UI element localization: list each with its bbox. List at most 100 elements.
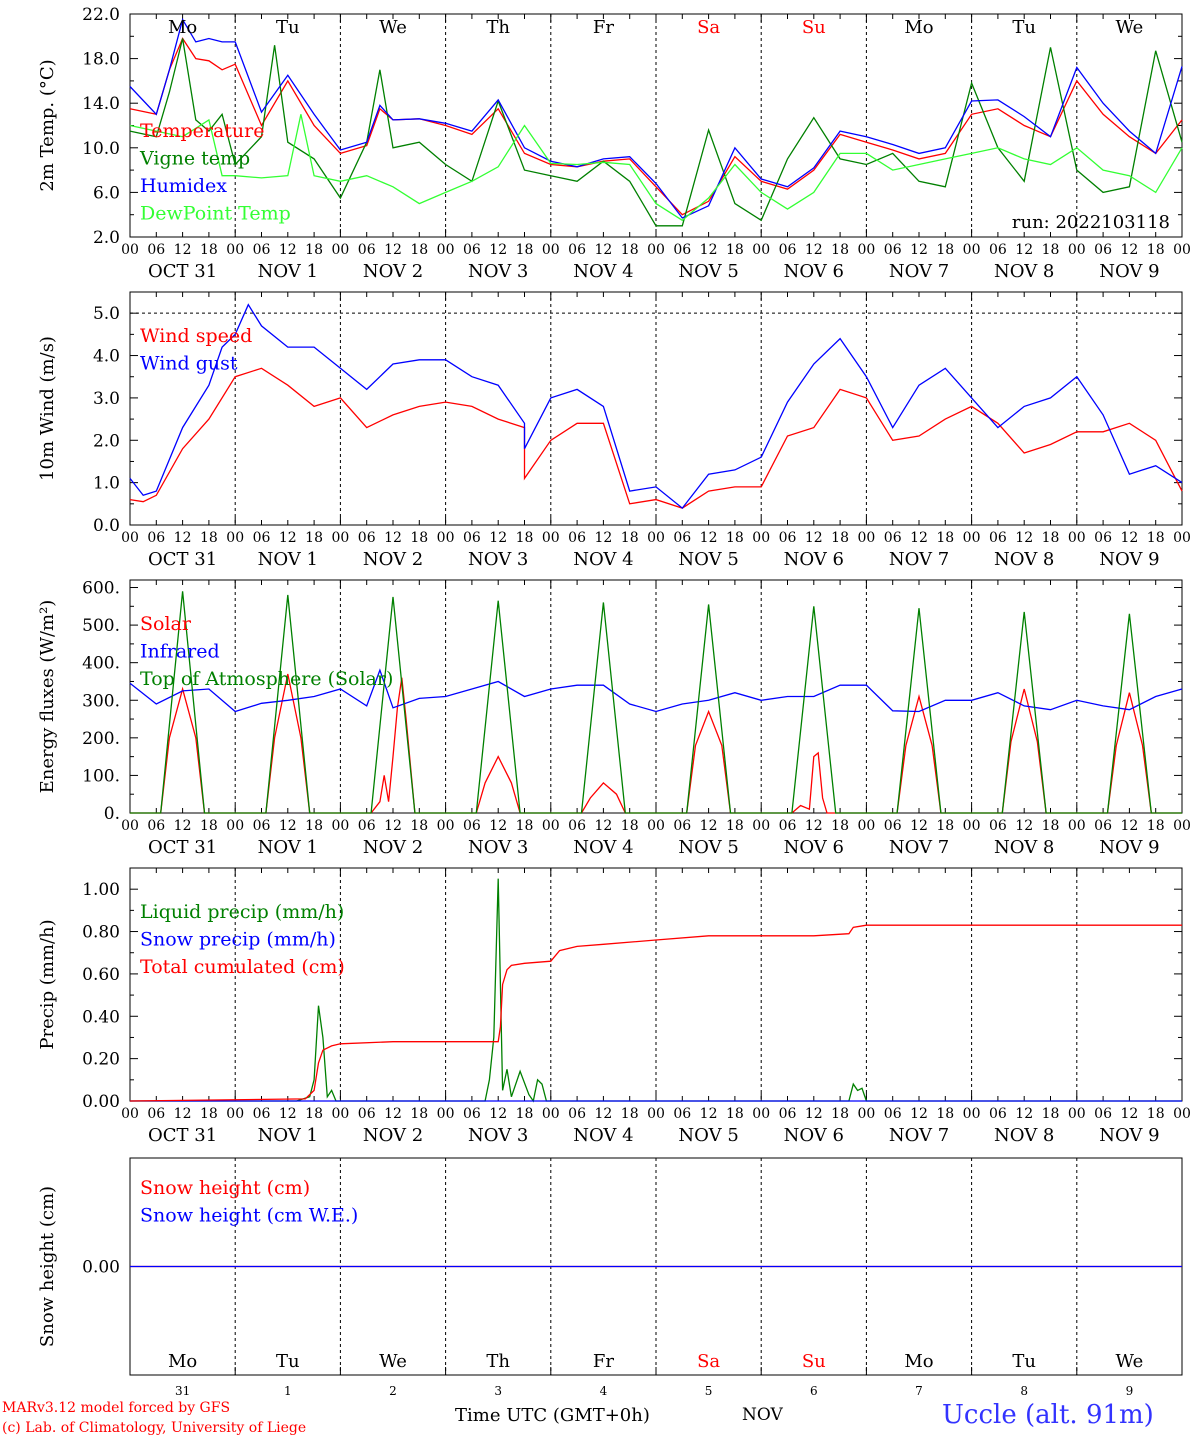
hour-tick-label: 12 xyxy=(700,530,718,546)
hour-tick-label: 00 xyxy=(226,818,244,834)
hour-tick-label: 12 xyxy=(805,818,823,834)
hour-tick-label: 18 xyxy=(621,818,639,834)
day-number-label: 8 xyxy=(1020,1384,1028,1398)
legend-entry: Wind speed xyxy=(140,325,252,347)
hour-tick-label: 06 xyxy=(568,1106,586,1122)
hour-tick-label: 06 xyxy=(673,1106,691,1122)
y-tick-label: 14.0 xyxy=(82,94,120,114)
date-label: NOV 6 xyxy=(784,837,844,858)
hour-tick-label: 00 xyxy=(1173,242,1191,258)
hour-tick-label: 00 xyxy=(331,1106,349,1122)
hour-tick-label: 18 xyxy=(1042,818,1060,834)
hour-tick-label: 18 xyxy=(1042,1106,1060,1122)
hour-tick-label: 00 xyxy=(1068,1106,1086,1122)
hour-tick-label: 12 xyxy=(805,1106,823,1122)
hour-tick-label: 00 xyxy=(647,242,665,258)
hour-tick-label: 12 xyxy=(384,1106,402,1122)
legend-entry: Solar xyxy=(140,613,192,635)
hour-tick-label: 06 xyxy=(463,530,481,546)
hour-tick-label: 06 xyxy=(147,530,165,546)
hour-tick-label: 18 xyxy=(936,242,954,258)
hour-tick-label: 06 xyxy=(463,242,481,258)
date-label: NOV 3 xyxy=(468,549,528,570)
hour-tick-label: 18 xyxy=(831,530,849,546)
date-label: NOV 5 xyxy=(678,261,738,282)
hour-tick-label: 12 xyxy=(489,818,507,834)
hour-tick-label: 12 xyxy=(1015,530,1033,546)
weekday-label: Fr xyxy=(593,17,614,38)
date-label: NOV 4 xyxy=(573,837,633,858)
hour-tick-label: 06 xyxy=(673,818,691,834)
hour-tick-label: 06 xyxy=(358,242,376,258)
y-axis-title: Snow height (cm) xyxy=(37,1186,58,1347)
hour-tick-label: 18 xyxy=(1147,242,1165,258)
date-label: NOV 2 xyxy=(363,1125,423,1146)
date-label: NOV 1 xyxy=(258,549,318,570)
day-number-label: 3 xyxy=(494,1384,502,1398)
hour-tick-label: 12 xyxy=(910,530,928,546)
hour-tick-label: 12 xyxy=(594,1106,612,1122)
date-label: NOV 1 xyxy=(258,261,318,282)
hour-tick-label: 18 xyxy=(516,1106,534,1122)
weekday-label: Tu xyxy=(1012,17,1036,38)
hour-tick-label: 00 xyxy=(331,530,349,546)
hour-tick-label: 18 xyxy=(305,1106,323,1122)
date-label: NOV 6 xyxy=(784,549,844,570)
hour-tick-label: 06 xyxy=(147,1106,165,1122)
weekday-label: Tu xyxy=(276,1351,300,1372)
hour-tick-label: 12 xyxy=(1015,818,1033,834)
hour-tick-label: 12 xyxy=(279,530,297,546)
hour-tick-label: 00 xyxy=(437,1106,455,1122)
hour-tick-label: 18 xyxy=(621,530,639,546)
y-tick-label: 0.00 xyxy=(82,1092,120,1112)
y-axis-title: Energy fluxes (W/m²) xyxy=(37,600,58,794)
hour-tick-label: 12 xyxy=(910,1106,928,1122)
legend-entry: DewPoint Temp xyxy=(140,203,291,225)
hour-tick-label: 06 xyxy=(358,530,376,546)
hour-tick-label: 18 xyxy=(936,530,954,546)
station-name: Uccle (alt. 91m) xyxy=(942,1400,1154,1430)
date-label: NOV 8 xyxy=(994,1125,1054,1146)
date-label: NOV 5 xyxy=(678,1125,738,1146)
hour-tick-label: 18 xyxy=(200,242,218,258)
hour-tick-label: 00 xyxy=(857,1106,875,1122)
hour-tick-label: 06 xyxy=(884,530,902,546)
hour-tick-label: 12 xyxy=(1015,242,1033,258)
hour-tick-label: 06 xyxy=(884,1106,902,1122)
date-label: NOV 5 xyxy=(678,837,738,858)
legend-entry: Snow height (cm) xyxy=(140,1177,310,1199)
hour-tick-label: 12 xyxy=(700,1106,718,1122)
weekday-label: Sa xyxy=(697,1351,720,1372)
hour-tick-label: 00 xyxy=(1173,818,1191,834)
hour-tick-label: 06 xyxy=(989,1106,1007,1122)
hour-tick-label: 18 xyxy=(621,242,639,258)
y-tick-label: 0.20 xyxy=(82,1050,120,1070)
hour-tick-label: 12 xyxy=(489,1106,507,1122)
hour-tick-label: 00 xyxy=(331,818,349,834)
hour-tick-label: 06 xyxy=(253,530,271,546)
hour-tick-label: 06 xyxy=(989,530,1007,546)
hour-tick-label: 12 xyxy=(174,1106,192,1122)
weekday-label: We xyxy=(379,1351,407,1372)
date-label: NOV 6 xyxy=(784,1125,844,1146)
date-label: OCT 31 xyxy=(148,549,217,570)
date-label: NOV 9 xyxy=(1099,261,1159,282)
y-tick-label: 300. xyxy=(82,691,120,711)
date-label: NOV 8 xyxy=(994,837,1054,858)
hour-tick-label: 12 xyxy=(384,530,402,546)
hour-tick-label: 06 xyxy=(568,242,586,258)
y-tick-label: 100. xyxy=(82,766,120,786)
legend-entry: Snow height (cm W.E.) xyxy=(140,1205,358,1227)
hour-tick-label: 00 xyxy=(542,818,560,834)
legend-entry: Snow precip (mm/h) xyxy=(140,929,336,951)
hour-tick-label: 18 xyxy=(621,1106,639,1122)
series-line-wind-gust xyxy=(129,303,1183,510)
y-tick-label: 200. xyxy=(82,729,120,749)
day-number-label: 31 xyxy=(175,1384,190,1398)
date-label: NOV 1 xyxy=(258,1125,318,1146)
weekday-label: Mo xyxy=(904,1351,933,1372)
hour-tick-label: 00 xyxy=(963,1106,981,1122)
day-number-label: 2 xyxy=(389,1384,397,1398)
date-label: NOV 3 xyxy=(468,261,528,282)
